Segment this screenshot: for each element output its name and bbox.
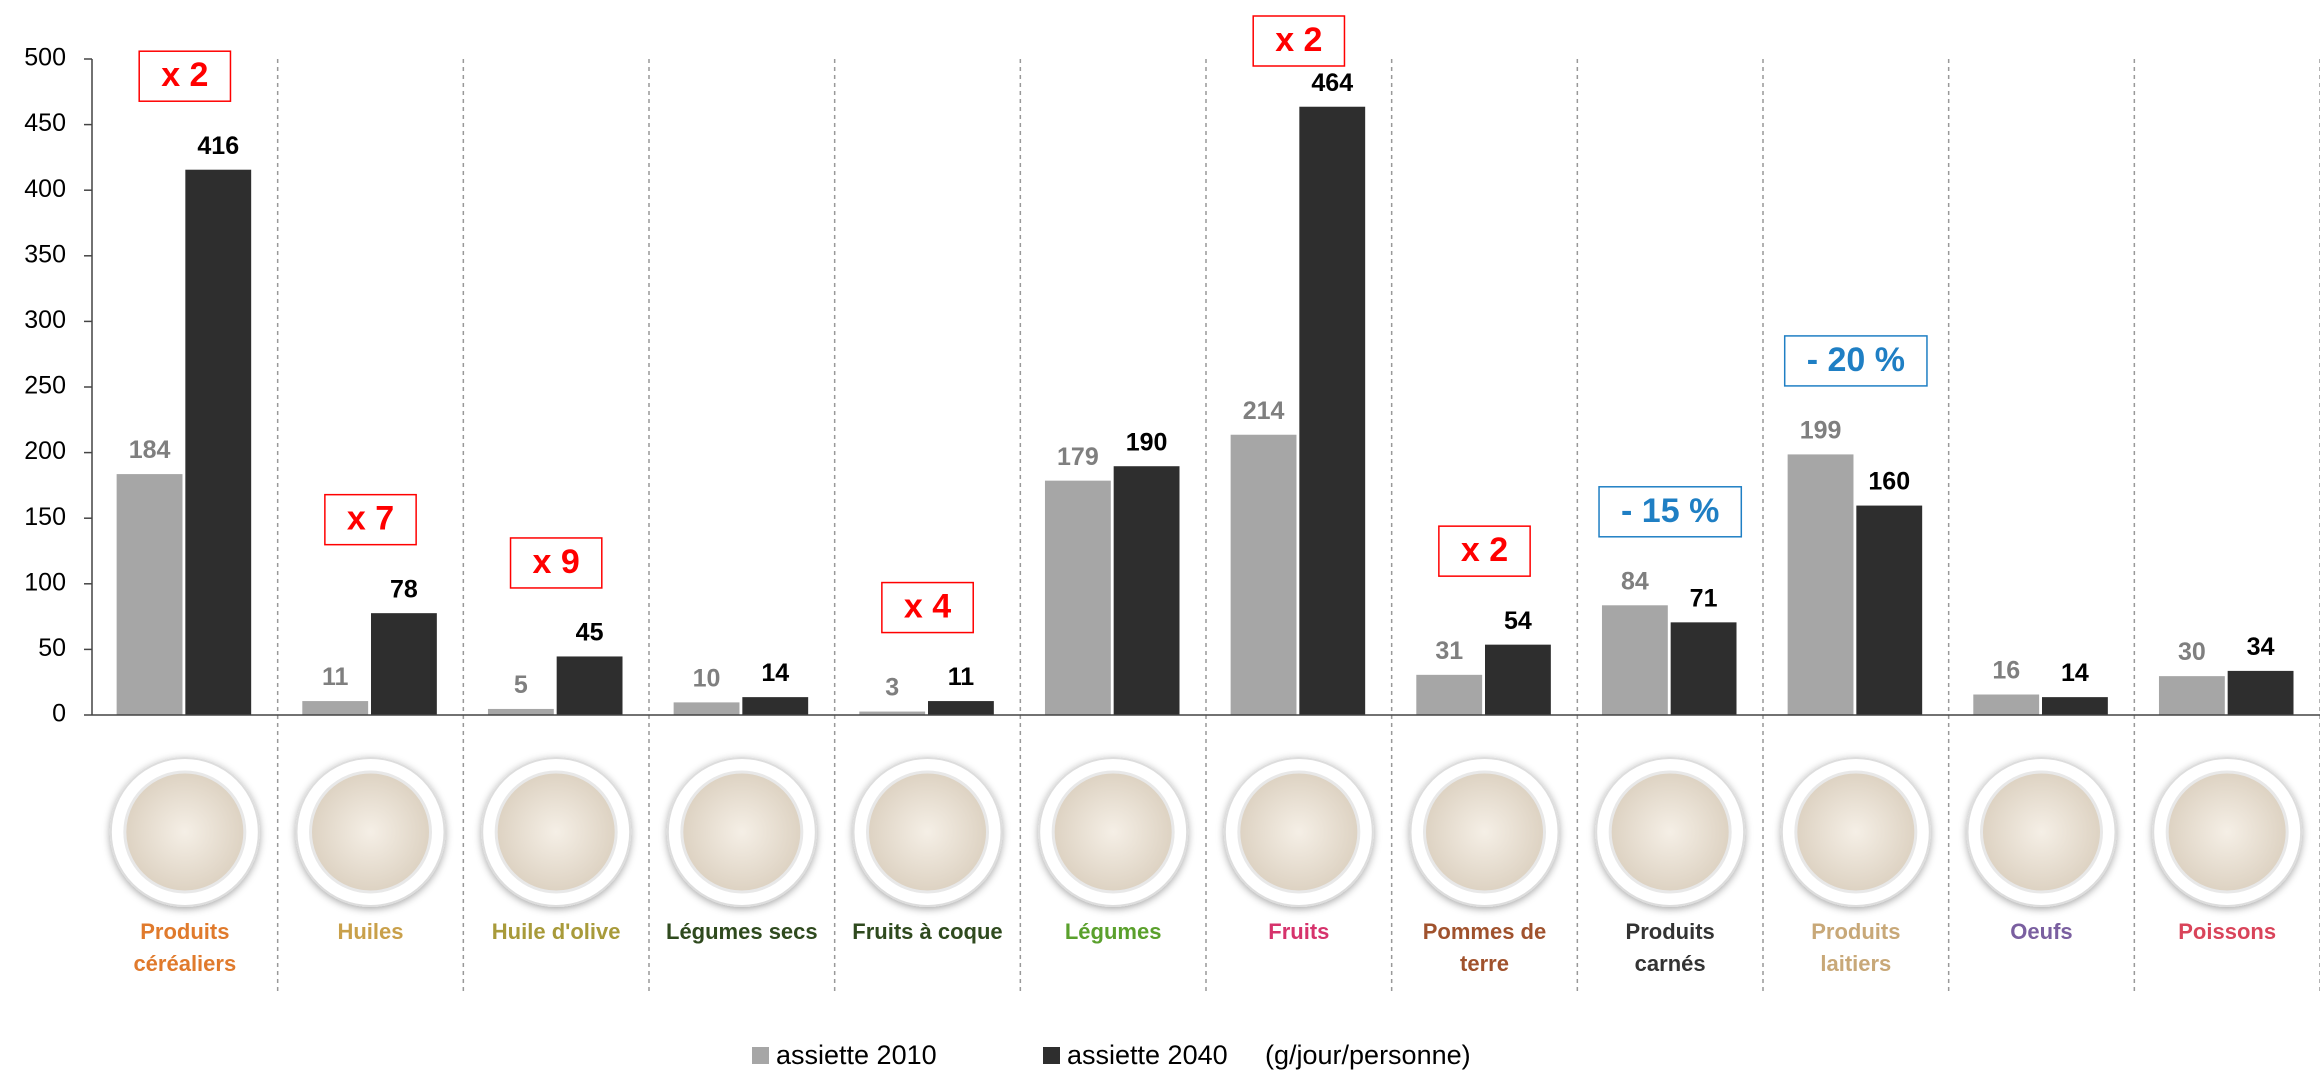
value-label: 71 (1690, 584, 1718, 612)
value-label: 11 (948, 663, 975, 691)
category-label: Pommes de terre (1392, 916, 1578, 980)
bar (1044, 480, 1111, 715)
value-label: 34 (2247, 633, 2275, 661)
value-label: 179 (1057, 443, 1099, 471)
value-label: 184 (129, 436, 171, 464)
bar (2042, 697, 2109, 715)
value-label: 199 (1800, 417, 1842, 445)
y-tick-label: 0 (52, 700, 66, 728)
y-tick-label: 350 (24, 240, 66, 268)
bar (1670, 622, 1737, 715)
category-label: Huiles (278, 916, 464, 948)
value-label: 45 (576, 619, 604, 647)
value-label: 14 (2061, 659, 2089, 687)
y-tick-label: 300 (24, 306, 66, 334)
value-label: 84 (1621, 567, 1649, 595)
annotation: x 7 (347, 500, 394, 538)
legend-label: assiette 2010 (776, 1040, 937, 1070)
category-label: Produits céréaliers (92, 916, 278, 980)
legend-label: assiette 2040 (1067, 1040, 1228, 1070)
bar (556, 656, 623, 715)
annotation: x 2 (161, 56, 208, 94)
bar (1601, 605, 1668, 715)
category-label: Légumes (1020, 916, 1206, 948)
icon (125, 772, 245, 892)
annotation: x 9 (533, 543, 580, 581)
bar (1299, 106, 1366, 715)
category-label: Fruits à coque (835, 916, 1021, 948)
icon (868, 772, 988, 892)
value-label: 54 (1504, 607, 1532, 635)
value-label: 16 (1992, 657, 2020, 685)
icon (311, 772, 431, 892)
value-label: 30 (2178, 638, 2206, 666)
y-tick-label: 250 (24, 372, 66, 400)
bar (1787, 454, 1854, 715)
legend-swatch (1043, 1047, 1060, 1064)
icon (1239, 772, 1359, 892)
unit-label: (g/jour/personne) (1265, 1040, 1471, 1070)
bar (1113, 466, 1180, 715)
icon (496, 772, 616, 892)
annotation: - 20 % (1807, 341, 1905, 379)
annotation: x 4 (904, 588, 951, 626)
annotation: - 15 % (1621, 492, 1719, 530)
legend-swatch (752, 1047, 769, 1064)
bar (185, 169, 252, 715)
bar (673, 702, 740, 715)
bar (487, 708, 554, 715)
category-label: Fruits (1206, 916, 1392, 948)
category-label: Oeufs (1949, 916, 2135, 948)
value-label: 10 (693, 664, 721, 692)
chart: 0501001502002503003504004505001841151031… (0, 0, 2320, 1071)
bar (2158, 676, 2225, 715)
value-label: 416 (197, 132, 239, 160)
category-label: Produits laitiers (1763, 916, 1949, 980)
page: 0501001502002503003504004505001841151031… (0, 0, 2320, 1071)
value-label: 14 (761, 659, 789, 687)
bar (2227, 670, 2294, 715)
icon (1053, 772, 1173, 892)
bar (1416, 674, 1483, 715)
value-label: 214 (1243, 397, 1285, 425)
bar (1485, 644, 1552, 715)
category-label: Huile d'olive (463, 916, 649, 948)
icon (1610, 772, 1730, 892)
value-label: 31 (1435, 637, 1463, 665)
icon (1796, 772, 1916, 892)
category-label: Légumes secs (649, 916, 835, 948)
bar (928, 701, 995, 715)
bar (1856, 505, 1923, 715)
icon (1982, 772, 2102, 892)
bar (116, 474, 183, 715)
annotation: x 2 (1461, 531, 1508, 569)
value-label: 5 (514, 671, 528, 699)
icon (1425, 772, 1545, 892)
y-tick-label: 500 (24, 44, 66, 72)
value-label: 3 (885, 674, 899, 702)
category-label: Poissons (2134, 916, 2320, 948)
y-tick-label: 100 (24, 568, 66, 596)
category-label: Produits carnés (1577, 916, 1763, 980)
icon (2167, 772, 2287, 892)
y-tick-label: 200 (24, 437, 66, 465)
value-label: 160 (1868, 468, 1910, 496)
icon (682, 772, 802, 892)
value-label: 78 (390, 575, 418, 603)
value-label: 464 (1311, 69, 1353, 97)
bar (1230, 434, 1297, 715)
y-tick-label: 400 (24, 175, 66, 203)
bar (742, 697, 809, 715)
y-tick-label: 450 (24, 109, 66, 137)
value-label: 11 (322, 663, 349, 691)
bar (1973, 694, 2040, 715)
annotation: x 2 (1275, 21, 1322, 59)
bar (302, 701, 369, 715)
y-tick-label: 150 (24, 503, 66, 531)
value-label: 190 (1126, 428, 1168, 456)
bar (371, 613, 438, 715)
y-tick-label: 50 (38, 634, 66, 662)
